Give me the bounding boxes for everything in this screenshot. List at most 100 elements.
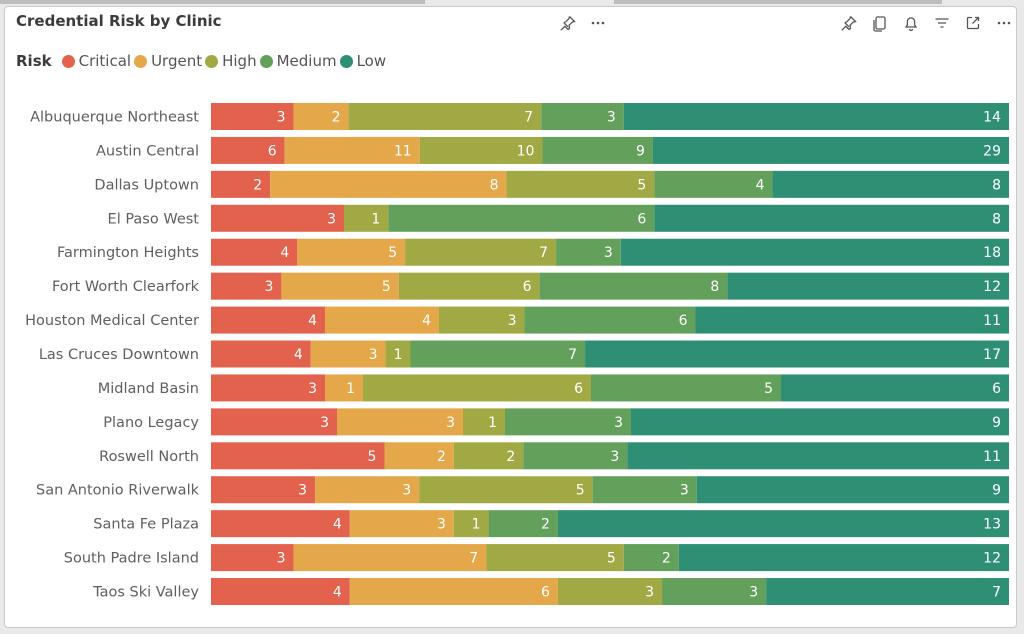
bar-segment-critical-plano-legacy[interactable]	[211, 408, 337, 436]
bar-segment-critical-dallas-uptown[interactable]	[211, 170, 271, 198]
bar-segment-low-houston-medical-center[interactable]	[695, 306, 1010, 334]
bar-segment-urgent-austin-central[interactable]	[284, 136, 420, 164]
legend-item-critical[interactable]: Critical	[61, 52, 131, 70]
bar-segment-medium-el-paso-west[interactable]	[388, 204, 655, 232]
data-label-urgent-farmington-heights: 5	[388, 245, 397, 261]
bar-segment-high-santa-fe-plaza[interactable]	[453, 510, 489, 538]
bar-segment-medium-midland-basin[interactable]	[591, 374, 781, 402]
bar-segment-low-south-padre-island[interactable]	[678, 544, 1009, 572]
category-label-plano-legacy: Plano Legacy	[103, 415, 199, 431]
bar-segment-medium-south-padre-island[interactable]	[623, 544, 679, 572]
bar-segment-urgent-midland-basin[interactable]	[325, 374, 363, 402]
alert-bell-icon[interactable]	[900, 12, 922, 34]
bar-segment-high-fort-worth-clearfork[interactable]	[398, 272, 540, 300]
bar-segment-high-farmington-heights[interactable]	[405, 238, 557, 266]
data-label-urgent-roswell-north: 2	[437, 449, 446, 465]
bar-segment-low-fort-worth-clearfork[interactable]	[727, 272, 1009, 300]
data-label-critical-fort-worth-clearfork: 3	[264, 279, 273, 295]
bar-segment-critical-albuquerque-northeast[interactable]	[211, 103, 294, 130]
legend-swatch-high	[205, 54, 219, 68]
bar-segment-low-plano-legacy[interactable]	[631, 408, 1009, 436]
bar-segment-urgent-las-cruces-downtown[interactable]	[310, 340, 386, 368]
bar-segment-medium-albuquerque-northeast[interactable]	[541, 103, 624, 130]
bar-segment-medium-dallas-uptown[interactable]	[654, 170, 773, 198]
bar-segment-low-austin-central[interactable]	[652, 136, 1009, 164]
bar-segment-critical-san-antonio-riverwalk[interactable]	[211, 476, 316, 504]
legend-item-high[interactable]: High	[205, 52, 257, 70]
bar-segment-low-san-antonio-riverwalk[interactable]	[696, 476, 1009, 504]
bar-segment-urgent-santa-fe-plaza[interactable]	[349, 510, 454, 538]
data-label-medium-houston-medical-center: 6	[679, 313, 688, 329]
pin-icon[interactable]	[838, 12, 860, 34]
more-options-icon[interactable]	[993, 12, 1015, 34]
filter-icon[interactable]	[931, 12, 953, 34]
bar-segment-high-las-cruces-downtown[interactable]	[385, 340, 411, 368]
focus-mode-icon[interactable]	[962, 12, 984, 34]
bar-segment-high-plano-legacy[interactable]	[463, 408, 505, 436]
more-options-icon[interactable]	[587, 12, 609, 34]
bar-segment-critical-houston-medical-center[interactable]	[211, 306, 325, 334]
bar-segment-critical-roswell-north[interactable]	[211, 442, 385, 470]
bar-segment-low-farmington-heights[interactable]	[620, 238, 1009, 266]
bar-segment-medium-plano-legacy[interactable]	[505, 408, 631, 436]
bar-segment-medium-santa-fe-plaza[interactable]	[488, 510, 558, 538]
copy-visual-icon[interactable]	[869, 12, 891, 34]
bar-segment-medium-farmington-heights[interactable]	[556, 238, 621, 266]
bar-segment-urgent-san-antonio-riverwalk[interactable]	[315, 476, 420, 504]
bar-segment-medium-taos-ski-valley[interactable]	[662, 578, 767, 606]
bar-segment-low-albuquerque-northeast[interactable]	[623, 103, 1009, 130]
bar-segment-critical-taos-ski-valley[interactable]	[211, 578, 350, 606]
legend-item-medium[interactable]: Medium	[259, 52, 337, 70]
bar-segment-medium-houston-medical-center[interactable]	[524, 306, 696, 334]
bar-segment-urgent-farmington-heights[interactable]	[297, 238, 406, 266]
bar-segment-critical-las-cruces-downtown[interactable]	[211, 340, 311, 368]
bar-segment-critical-midland-basin[interactable]	[211, 374, 325, 402]
bar-segment-urgent-fort-worth-clearfork[interactable]	[281, 272, 399, 300]
bar-segment-low-roswell-north[interactable]	[627, 442, 1009, 470]
bar-segment-high-san-antonio-riverwalk[interactable]	[419, 476, 593, 504]
bar-segment-high-el-paso-west[interactable]	[344, 204, 389, 232]
bar-segment-urgent-taos-ski-valley[interactable]	[349, 578, 558, 606]
bar-segment-critical-santa-fe-plaza[interactable]	[211, 510, 350, 538]
bar-segment-high-austin-central[interactable]	[419, 136, 543, 164]
bar-segment-critical-austin-central[interactable]	[211, 136, 285, 164]
bar-segment-low-taos-ski-valley[interactable]	[766, 578, 1009, 606]
bar-segment-medium-austin-central[interactable]	[542, 136, 653, 164]
bar-segment-urgent-plano-legacy[interactable]	[337, 408, 463, 436]
bar-segment-medium-roswell-north[interactable]	[523, 442, 628, 470]
data-label-medium-midland-basin: 5	[764, 381, 773, 397]
bar-segment-urgent-dallas-uptown[interactable]	[270, 170, 507, 198]
bar-segment-medium-fort-worth-clearfork[interactable]	[539, 272, 728, 300]
data-label-low-santa-fe-plaza: 13	[983, 517, 1001, 533]
bar-segment-medium-san-antonio-riverwalk[interactable]	[592, 476, 697, 504]
data-label-high-dallas-uptown: 5	[637, 177, 646, 193]
bar-segment-high-midland-basin[interactable]	[363, 374, 591, 402]
bar-segment-critical-farmington-heights[interactable]	[211, 238, 298, 266]
data-label-critical-farmington-heights: 4	[280, 245, 289, 261]
bar-segment-low-el-paso-west[interactable]	[654, 204, 1009, 232]
bar-segment-critical-el-paso-west[interactable]	[211, 204, 344, 232]
legend-item-low[interactable]: Low	[339, 52, 386, 70]
bar-segment-critical-south-padre-island[interactable]	[211, 544, 294, 572]
pin-icon[interactable]	[557, 12, 579, 34]
visual-card[interactable]: Credential Risk by Clinic Risk Critical …	[4, 6, 1017, 628]
bar-segment-high-taos-ski-valley[interactable]	[557, 578, 663, 606]
bar-segment-urgent-south-padre-island[interactable]	[293, 544, 487, 572]
bar-segment-high-roswell-north[interactable]	[453, 442, 524, 470]
bar-segment-low-midland-basin[interactable]	[781, 374, 1009, 402]
bar-segment-high-dallas-uptown[interactable]	[506, 170, 655, 198]
bar-segment-urgent-albuquerque-northeast[interactable]	[293, 103, 349, 130]
bar-segment-urgent-roswell-north[interactable]	[384, 442, 454, 470]
category-label-el-paso-west: El Paso West	[108, 211, 200, 227]
bar-segment-low-las-cruces-downtown[interactable]	[585, 340, 1009, 368]
bar-segment-urgent-houston-medical-center[interactable]	[325, 306, 439, 334]
bar-segment-critical-fort-worth-clearfork[interactable]	[211, 272, 282, 300]
bar-segment-medium-las-cruces-downtown[interactable]	[410, 340, 586, 368]
legend-item-urgent[interactable]: Urgent	[134, 52, 202, 70]
bar-segment-high-albuquerque-northeast[interactable]	[348, 103, 542, 130]
data-label-high-houston-medical-center: 3	[508, 313, 517, 329]
bar-segment-low-dallas-uptown[interactable]	[772, 170, 1009, 198]
bar-segment-low-santa-fe-plaza[interactable]	[557, 510, 1009, 538]
bar-segment-high-houston-medical-center[interactable]	[439, 306, 525, 334]
bar-segment-high-south-padre-island[interactable]	[486, 544, 624, 572]
